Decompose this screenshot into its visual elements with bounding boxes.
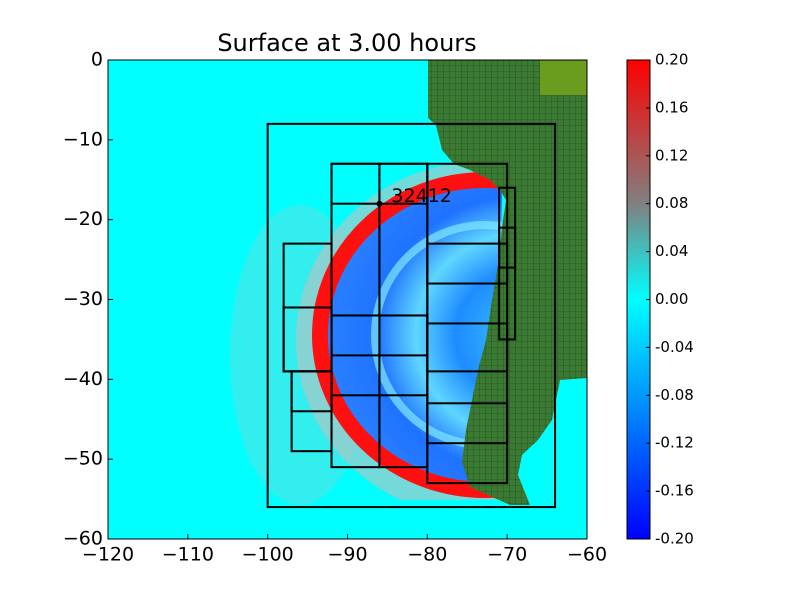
- y-tick-label: −40: [63, 368, 103, 390]
- x-tick-label: −70: [487, 544, 527, 566]
- y-tick-label: −30: [63, 288, 103, 310]
- patch-box: [426, 402, 509, 445]
- y-tick-label: 0: [91, 49, 103, 71]
- colorbar-tick-label: -0.16: [655, 482, 694, 500]
- station-label: 32412: [391, 185, 451, 207]
- y-tick-label: −20: [63, 208, 103, 230]
- colorbar-tick-label: 0.00: [655, 290, 688, 308]
- y-tick-label: −60: [63, 528, 103, 550]
- y-tick-label: −10: [63, 128, 103, 150]
- patch-box: [498, 226, 517, 269]
- chart-title: Surface at 3.00 hours: [217, 29, 476, 57]
- colorbar-tick-label: 0.12: [655, 146, 688, 164]
- colorbar-tick-label: 0.08: [655, 194, 688, 212]
- x-tick-label: −80: [407, 544, 447, 566]
- x-tick-label: −100: [242, 544, 294, 566]
- y-tick-label: −50: [63, 448, 103, 470]
- colorbar-tick-label: 0.04: [655, 242, 688, 260]
- colorbar-tick-label: -0.12: [655, 434, 694, 452]
- patch-box: [426, 322, 509, 373]
- patch-box: [290, 370, 333, 413]
- colorbar-tick-label: -0.20: [655, 530, 694, 548]
- field: [230, 60, 587, 505]
- colorbar-tick-label: 0.20: [655, 51, 688, 69]
- x-tick-label: −60: [567, 544, 607, 566]
- land-highland: [540, 60, 587, 95]
- x-tick-label: −90: [327, 544, 367, 566]
- colorbar-tick-label: -0.08: [655, 386, 694, 404]
- x-tick-label: −120: [82, 544, 134, 566]
- station-marker: [376, 200, 383, 207]
- x-tick-label: −110: [162, 544, 214, 566]
- patch-box: [426, 242, 509, 285]
- patch-box: [266, 122, 557, 509]
- colorbar-tick-label: -0.04: [655, 338, 694, 356]
- colorbar-tick-label: 0.16: [655, 98, 688, 116]
